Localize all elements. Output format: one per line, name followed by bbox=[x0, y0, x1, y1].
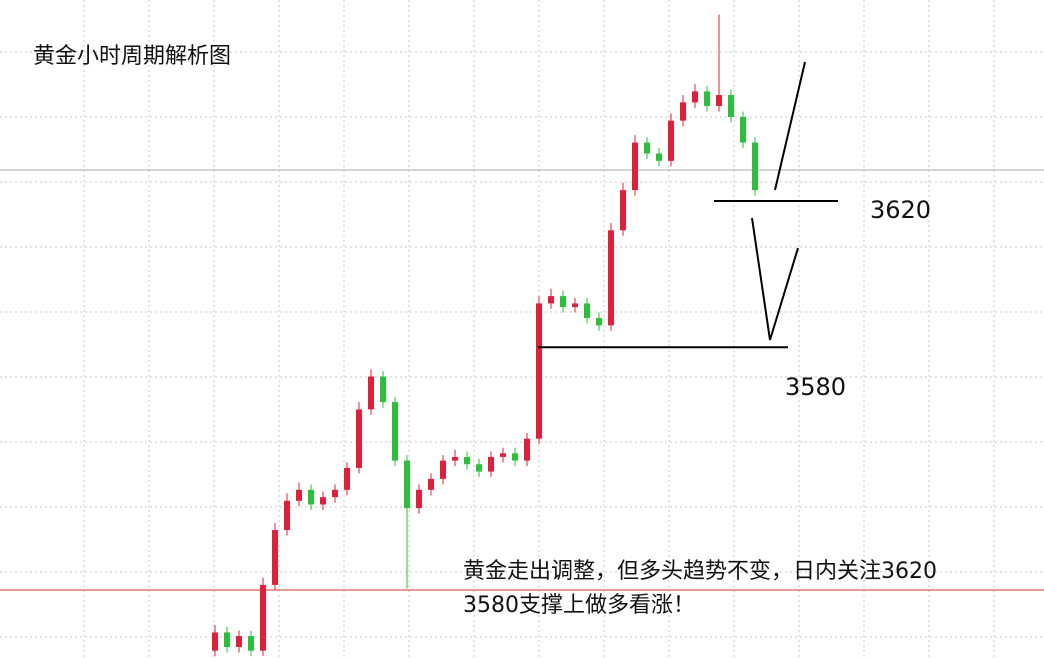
annotation: 黄金走出调整，但多头趋势不变，日内关注3620 bbox=[463, 559, 937, 584]
candle-body bbox=[740, 116, 746, 143]
candle-body bbox=[236, 636, 242, 648]
candle-body bbox=[392, 402, 398, 461]
candle-body bbox=[560, 296, 566, 308]
candle-body bbox=[548, 296, 554, 304]
candle-body bbox=[644, 142, 650, 154]
candle-body bbox=[368, 376, 374, 410]
level-label: 3620 bbox=[870, 196, 931, 224]
candle-body bbox=[212, 632, 218, 651]
candle-body bbox=[272, 530, 278, 585]
candle-body bbox=[512, 453, 518, 461]
candles bbox=[212, 14, 758, 657]
level-label: 3580 bbox=[785, 373, 846, 401]
candle-body bbox=[704, 91, 710, 107]
candle-body bbox=[524, 438, 530, 461]
candle-body bbox=[680, 102, 686, 121]
candle-body bbox=[728, 95, 734, 117]
candle-body bbox=[440, 460, 446, 479]
candle-body bbox=[716, 95, 722, 107]
candle-body bbox=[656, 153, 662, 161]
candle-body bbox=[428, 478, 434, 490]
candle-body bbox=[332, 489, 338, 498]
candle-body bbox=[380, 376, 386, 403]
candle-body bbox=[464, 456, 470, 465]
candle-body bbox=[452, 456, 458, 461]
annotation: 3580支撑上做多看涨！ bbox=[463, 593, 695, 618]
candle-body bbox=[404, 460, 410, 509]
candle-body bbox=[260, 584, 266, 651]
candle-body bbox=[344, 467, 350, 490]
candle-body bbox=[632, 142, 638, 191]
candle-body bbox=[536, 303, 542, 439]
candle-body bbox=[596, 318, 602, 326]
candle-body bbox=[296, 489, 302, 501]
candle-body bbox=[620, 190, 626, 231]
candle-body bbox=[416, 489, 422, 509]
candle-body bbox=[692, 91, 698, 103]
chart-title: 黄金小时周期解析图 bbox=[33, 44, 231, 69]
arrow-up bbox=[774, 61, 806, 191]
candle-body bbox=[500, 453, 506, 457]
candle-body bbox=[488, 456, 494, 472]
candle-body bbox=[584, 303, 590, 319]
candle-body bbox=[752, 142, 758, 191]
candle-body bbox=[224, 632, 230, 648]
candle-body bbox=[668, 120, 674, 161]
candle-body bbox=[572, 303, 578, 308]
candle-body bbox=[320, 497, 326, 505]
candle-body bbox=[284, 500, 290, 531]
candle-body bbox=[356, 409, 362, 468]
candle-body bbox=[248, 636, 254, 651]
candle-body bbox=[308, 489, 314, 505]
candle-body bbox=[476, 464, 482, 472]
arrow-down bbox=[751, 217, 799, 341]
candle-body bbox=[608, 230, 614, 326]
